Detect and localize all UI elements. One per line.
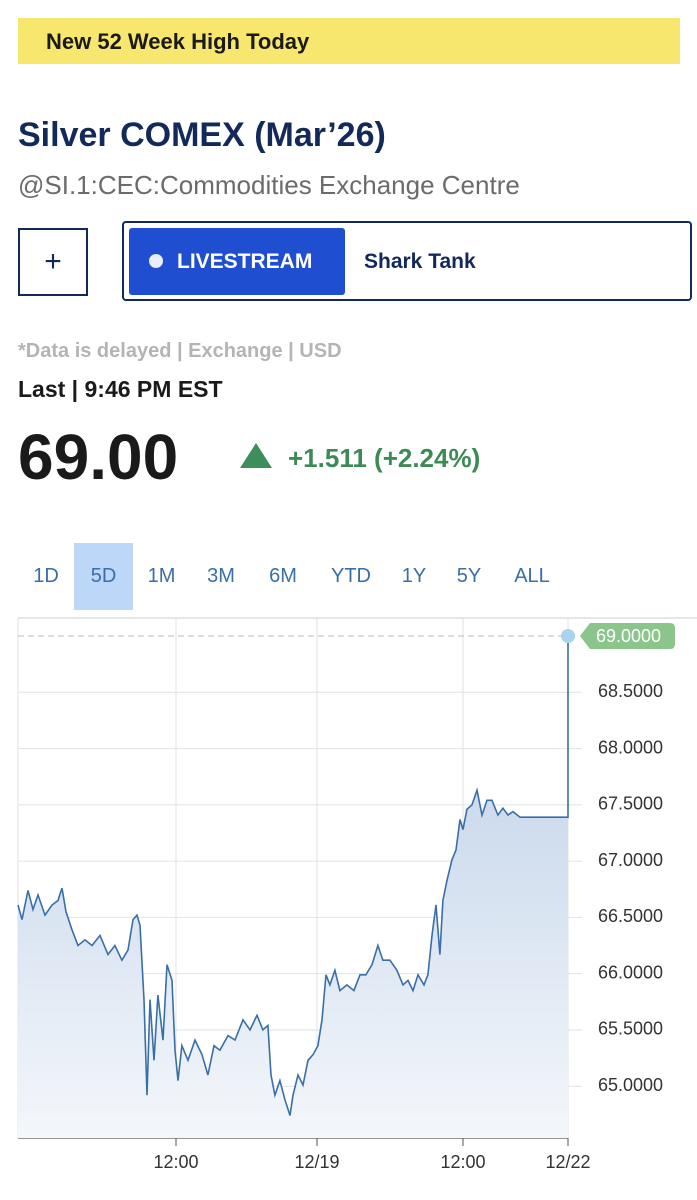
range-tab[interactable]: YTD [331, 565, 371, 587]
up-arrow [240, 443, 272, 468]
range-tab[interactable]: 3M [207, 565, 235, 587]
range-tab[interactable]: 5D [74, 543, 133, 610]
range-tab[interactable]: 5Y [456, 565, 482, 587]
price-change: +1.511 (+2.24%) [288, 443, 481, 473]
range-tab[interactable]: 1Y [401, 565, 427, 587]
y-tick-label: 67.5000 [598, 794, 663, 814]
area-fill [18, 636, 568, 1138]
livestream-button[interactable]: LIVESTREAM [129, 228, 345, 295]
show-link[interactable]: Shark Tank [364, 250, 476, 273]
y-tick-label: 67.0000 [598, 850, 663, 870]
current-price-pill [580, 623, 675, 650]
price-line [17, 636, 569, 1116]
x-tick-label: 12/19 [294, 1152, 339, 1172]
add-button[interactable]: + [18, 228, 88, 296]
y-tick-label: 68.0000 [598, 737, 663, 757]
y-tick-label: 66.5000 [598, 906, 663, 926]
x-tick-label: 12/22 [545, 1152, 590, 1172]
y-tick-label: 66.0000 [598, 962, 663, 982]
y-tick-label: 65.5000 [598, 1019, 663, 1039]
stream-box [122, 221, 692, 301]
live-dot [149, 254, 163, 268]
current-price-label: 69.0000 [596, 626, 661, 646]
subtitle: @SI.1:CEC:Commodities Exchange Centre [18, 170, 520, 200]
range-tab[interactable]: 1D [33, 565, 59, 587]
banner-text: New 52 Week High Today [46, 29, 310, 54]
chart: 65.0000 65.5000 66.0000 66.5000 67.0000 67.50… [17, 617, 697, 1172]
banner: New 52 Week High Today [18, 18, 680, 64]
y-tick-label: 68.5000 [598, 681, 663, 701]
title: Silver COMEX (Mar’26) [18, 116, 386, 154]
y-tick-label: 65.0000 [598, 1075, 663, 1095]
x-tick-label: 12:00 [153, 1152, 198, 1172]
last-time: Last | 9:46 PM EST [18, 376, 223, 402]
price: 69.00 [18, 421, 179, 493]
disclaimer: *Data is delayed | Exchange | USD [18, 340, 342, 362]
range-tab[interactable]: 1M [147, 565, 176, 587]
range-tab[interactable]: 6M [269, 565, 297, 587]
last-point [561, 629, 575, 644]
livestream-label: LIVESTREAM [177, 250, 313, 273]
range-tab[interactable]: ALL [514, 565, 550, 587]
x-tick-label: 12:00 [440, 1152, 485, 1172]
